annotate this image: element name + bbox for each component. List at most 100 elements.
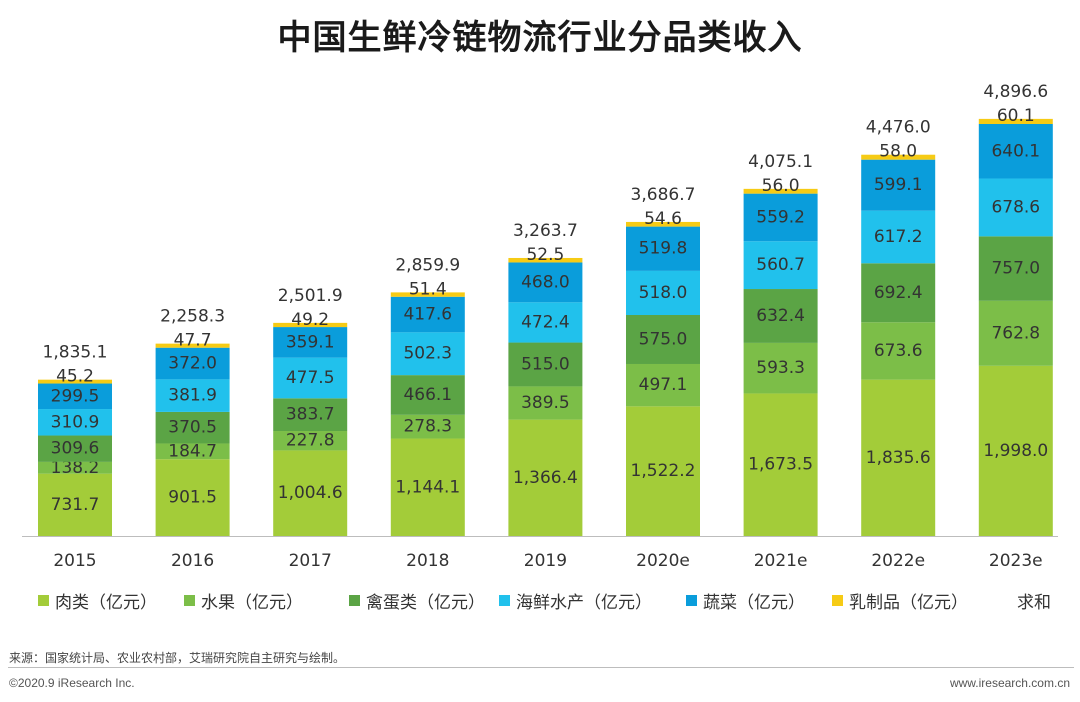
bar-value-label: 757.0 [991, 259, 1040, 279]
legend-item: 水果（亿元） [184, 588, 303, 613]
bar-value-label: 560.7 [756, 255, 805, 275]
bar-value-label: 389.5 [521, 393, 570, 413]
copyright-text: ©2020.9 iResearch Inc. [9, 676, 135, 690]
bar-value-label: 472.4 [521, 312, 570, 332]
bar-segment-6 [743, 188, 818, 194]
bar-value-label: 370.5 [168, 418, 217, 438]
source-note: 来源：国家统计局、农业农村部，艾瑞研究院自主研究与绘制。 [9, 651, 346, 665]
bar-value-label: 593.3 [756, 358, 805, 378]
legend-label: 乳制品（亿元） [849, 593, 968, 613]
bar-segment-6 [978, 118, 1053, 125]
bar-value-label: 278.3 [403, 417, 452, 437]
legend-item: 求和 [1017, 588, 1051, 613]
bar-value-label: 56.0 [762, 176, 800, 196]
total-value-label: 1,835.1 [43, 343, 108, 363]
bar-value-label: 678.6 [991, 197, 1040, 217]
legend-item: 海鲜水产（亿元） [499, 588, 652, 613]
bar-value-label: 383.7 [286, 405, 335, 425]
bar-segment-6 [273, 322, 348, 328]
bar-value-label: 49.2 [291, 310, 329, 330]
bar-value-label: 1,366.4 [513, 468, 578, 488]
bar-value-label: 227.8 [286, 431, 335, 451]
bar-segment-5 [978, 124, 1053, 179]
bar-segment-5 [390, 296, 465, 333]
x-tick-label: 2022e [871, 551, 925, 571]
bar-segment-6 [155, 343, 230, 348]
bar-value-label: 731.7 [51, 495, 100, 515]
bar-value-label: 52.5 [526, 245, 564, 265]
bar-segment-4 [743, 241, 818, 290]
legend-swatch [38, 595, 49, 606]
bar-segment-2 [38, 461, 112, 474]
bar-segment-4 [273, 357, 348, 399]
bar-segment-3 [743, 289, 818, 343]
bar-segment-6 [626, 221, 700, 227]
bar-segment-2 [390, 414, 465, 439]
legend-label: 蔬菜（亿元） [703, 593, 805, 613]
bar-value-label: 51.4 [409, 279, 447, 299]
website-link[interactable]: www.iresearch.com.cn [949, 676, 1070, 690]
bar-value-label: 762.8 [991, 323, 1040, 343]
bar-segment-1 [861, 379, 936, 536]
x-tick-label: 2015 [53, 551, 96, 571]
legend-label: 海鲜水产（亿元） [516, 593, 652, 613]
bar-value-label: 640.1 [991, 141, 1040, 161]
bar-value-label: 372.0 [168, 354, 217, 374]
bar-value-label: 417.6 [403, 305, 452, 325]
bar-value-label: 515.0 [521, 354, 570, 374]
x-tick-label: 2020e [636, 551, 690, 571]
bar-segment-4 [978, 178, 1053, 237]
bar-segment-5 [38, 383, 112, 410]
bar-value-label: 184.7 [168, 441, 217, 461]
bar-value-label: 381.9 [168, 386, 217, 406]
bar-segment-1 [390, 438, 465, 536]
bar-value-label: 519.8 [639, 239, 688, 259]
bar-value-label: 559.2 [756, 207, 805, 227]
bar-segment-6 [390, 292, 465, 297]
bar-segment-3 [508, 342, 583, 387]
bar-value-label: 632.4 [756, 306, 805, 326]
bar-segment-5 [743, 193, 818, 242]
bar-value-label: 1,835.6 [866, 448, 931, 468]
total-value-label: 3,686.7 [631, 185, 696, 205]
bar-segment-3 [38, 435, 112, 462]
bar-value-label: 45.2 [56, 367, 94, 387]
bar-segment-4 [626, 270, 700, 316]
legend-label: 肉类（亿元） [55, 593, 157, 613]
footer-divider [8, 667, 1074, 668]
legend-item: 乳制品（亿元） [832, 588, 968, 613]
bar-value-label: 60.1 [997, 106, 1035, 126]
bar-segment-4 [38, 409, 112, 436]
legend-label: 求和 [1017, 593, 1051, 613]
bar-segment-2 [861, 322, 936, 380]
legend-label: 水果（亿元） [201, 593, 303, 613]
x-tick-label: 2021e [754, 551, 808, 571]
legend-swatch [832, 595, 843, 606]
bar-value-label: 138.2 [51, 458, 100, 478]
bar-segment-5 [155, 347, 230, 380]
bar-value-label: 673.6 [874, 341, 923, 361]
bar-segment-3 [390, 375, 465, 415]
bar-value-label: 58.0 [879, 142, 917, 162]
bar-segment-6 [38, 379, 112, 384]
bar-segment-1 [273, 450, 348, 536]
legend-swatch [349, 595, 360, 606]
bar-segment-1 [978, 365, 1053, 536]
bar-value-label: 359.1 [286, 332, 335, 352]
total-value-label: 2,859.9 [395, 255, 460, 275]
bar-value-label: 599.1 [874, 175, 923, 195]
legend-item: 肉类（亿元） [38, 588, 157, 613]
bar-value-label: 692.4 [874, 283, 923, 303]
bar-segment-1 [626, 406, 700, 536]
bar-segment-4 [390, 332, 465, 376]
bar-value-label: 617.2 [874, 227, 923, 247]
bar-segment-1 [155, 459, 230, 536]
bar-segment-3 [626, 315, 700, 364]
total-value-label: 3,263.7 [513, 221, 578, 241]
bar-value-label: 54.6 [644, 209, 682, 229]
bar-segment-1 [743, 393, 818, 536]
bar-segment-3 [978, 236, 1053, 301]
bar-segment-2 [743, 342, 818, 394]
x-tick-label: 2018 [406, 551, 449, 571]
